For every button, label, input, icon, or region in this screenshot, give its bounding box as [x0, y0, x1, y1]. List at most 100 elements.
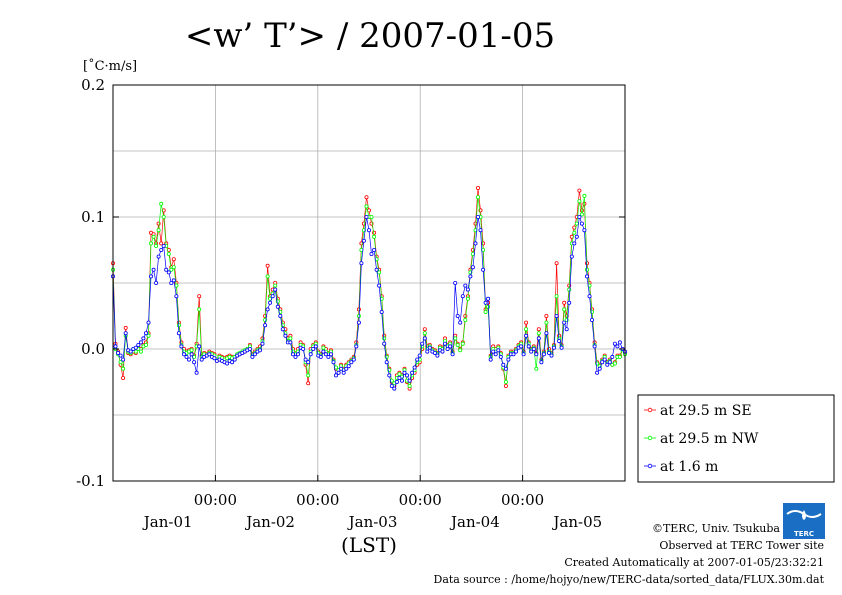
- data-point: [306, 373, 311, 378]
- data-point: [569, 254, 574, 259]
- chart-title: <w’ T’> / 2007-01-05: [185, 16, 555, 56]
- data-point: [138, 340, 143, 345]
- data-point: [534, 352, 539, 357]
- x-tick-label: 00:00: [296, 491, 339, 509]
- data-point: [166, 251, 171, 256]
- data-point: [364, 204, 369, 209]
- data-point: [529, 349, 534, 354]
- data-point: [612, 341, 617, 346]
- data-point: [536, 331, 541, 336]
- data-point: [301, 346, 306, 351]
- data-point: [425, 349, 430, 354]
- data-point: [407, 383, 412, 388]
- data-point: [524, 333, 529, 338]
- data-point: [488, 357, 493, 362]
- data-point: [288, 340, 293, 345]
- data-point: [278, 313, 283, 318]
- data-point: [415, 357, 420, 362]
- data-point: [176, 331, 181, 336]
- data-point: [394, 379, 399, 384]
- data-point: [369, 251, 374, 256]
- data-point: [351, 357, 356, 362]
- y-axis: 0.2 0.1 0.0 -0.1: [76, 76, 625, 490]
- data-point: [587, 294, 592, 299]
- data-point: [171, 265, 176, 270]
- data-point: [293, 354, 298, 359]
- data-point: [268, 300, 273, 305]
- data-point: [582, 193, 587, 198]
- data-point: [554, 313, 559, 318]
- x-axis-label: (LST): [341, 533, 397, 557]
- data-point: [197, 294, 202, 299]
- data-point: [463, 283, 468, 288]
- data-point: [372, 247, 377, 252]
- data-point: [265, 274, 270, 279]
- data-point: [481, 267, 486, 272]
- data-point: [252, 352, 257, 357]
- data-point: [602, 357, 607, 362]
- data-point: [458, 320, 463, 325]
- data-point: [318, 354, 323, 359]
- data-point: [590, 317, 595, 322]
- data-point: [524, 327, 529, 332]
- data-point: [617, 354, 622, 359]
- data-point: [389, 383, 394, 388]
- data-point: [128, 349, 133, 354]
- data-point: [397, 375, 402, 380]
- data-point: [559, 345, 564, 350]
- data-point: [572, 241, 577, 246]
- legend-box: [637, 394, 835, 483]
- data-point: [364, 195, 369, 200]
- data-point: [346, 364, 351, 369]
- data-point: [397, 372, 402, 377]
- data-point: [154, 243, 159, 248]
- data-point: [432, 350, 437, 355]
- data-point: [498, 354, 503, 359]
- data-point: [189, 348, 194, 353]
- data-point: [422, 327, 427, 332]
- data-point: [328, 352, 333, 357]
- data-point: [194, 370, 199, 375]
- data-point: [356, 320, 361, 325]
- data-point: [574, 221, 579, 226]
- data-point: [427, 345, 432, 350]
- data-point: [562, 320, 567, 325]
- data-point: [412, 365, 417, 370]
- data-point: [473, 241, 478, 246]
- data-point: [468, 274, 473, 279]
- data-point: [417, 353, 422, 358]
- data-point: [422, 331, 427, 336]
- data-point: [402, 370, 407, 375]
- data-point: [374, 267, 379, 272]
- data-point: [288, 336, 293, 341]
- data-point: [265, 307, 270, 312]
- data-point: [295, 352, 300, 357]
- data-point: [372, 230, 377, 235]
- data-point: [156, 254, 161, 259]
- legend-marker: [647, 463, 653, 469]
- data-point: [612, 361, 617, 366]
- data-point: [349, 360, 354, 365]
- data-point: [475, 214, 480, 219]
- data-point: [174, 283, 179, 288]
- data-point: [366, 228, 371, 233]
- data-point: [483, 309, 488, 314]
- legend-label: at 29.5 m SE: [660, 403, 752, 419]
- data-point: [250, 354, 255, 359]
- created-text: Created Automatically at 2007-01-05/23:3…: [564, 556, 824, 569]
- data-point: [552, 345, 557, 350]
- grid-lines: [113, 85, 625, 481]
- data-point: [331, 360, 336, 365]
- x-date-label: Jan-04: [449, 513, 500, 531]
- data-point: [280, 327, 285, 332]
- data-point: [455, 313, 460, 318]
- data-point: [554, 261, 559, 266]
- data-point: [146, 333, 151, 338]
- data-point: [392, 386, 397, 391]
- data-point: [303, 357, 308, 362]
- data-point: [181, 352, 186, 357]
- data-point: [465, 296, 470, 301]
- data-point: [263, 323, 268, 328]
